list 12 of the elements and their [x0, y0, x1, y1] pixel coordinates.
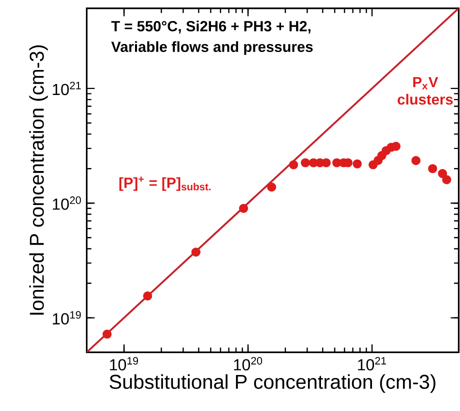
annotation: P$_{x}$V clusters [398, 77, 453, 105]
x-tick-label: 10$^{21}$ [358, 357, 386, 370]
y-axis-title: Ionized P concentration (cm-3) [29, 45, 48, 315]
x-tick-label: 10$^{20}$ [234, 357, 262, 370]
y-tick-label: 10$^{21}$ [52, 82, 81, 96]
y-tick-label: 10$^{19}$ [52, 311, 81, 324]
x-tick-label: 10$^{19}$ [110, 357, 138, 370]
x-axis-title: Substitutional P concentration (cm-3) [110, 374, 436, 393]
annotation: Variable flows and pressures [111, 41, 313, 55]
annotation: [P]$^{+}$ = [P]$_{subst.}$ [119, 176, 211, 191]
y-tick-label: 10$^{20}$ [52, 196, 81, 210]
annotation: T = 550°C, Si2H6 + PH3 + H2, [111, 20, 310, 34]
